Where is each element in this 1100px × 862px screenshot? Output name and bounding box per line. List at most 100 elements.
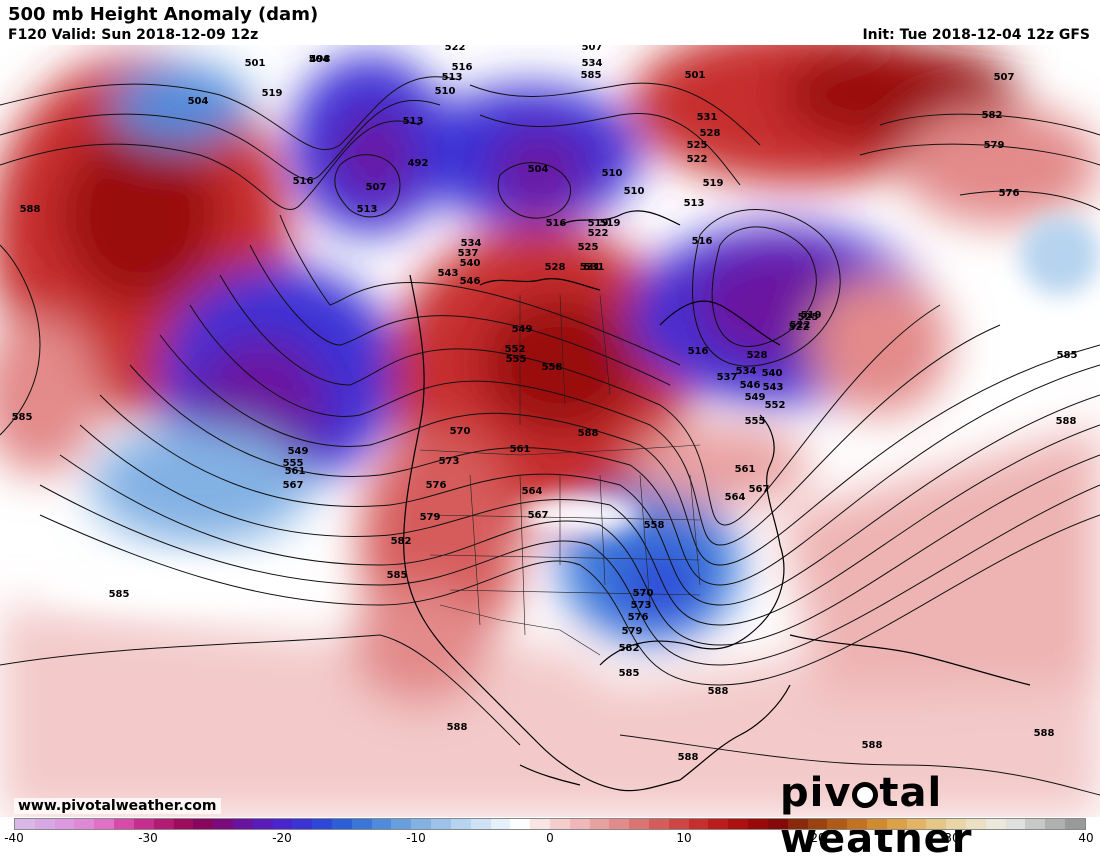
contour-label: 525 [687,140,708,151]
site-url[interactable]: www.pivotalweather.com [14,798,221,814]
colorbar-swatch [787,819,808,829]
contour-label: 564 [522,486,543,497]
colorbar-swatch [807,819,828,829]
colorbar-swatch [708,819,729,829]
map-header: 500 mb Height Anomaly (dam) F120 Valid: … [0,0,1100,46]
colorbar-swatch [767,819,788,829]
colorbar-swatch [74,819,95,829]
colorbar-swatch [609,819,630,829]
contour-label: 513 [403,116,424,127]
contour-label: 528 [700,128,721,139]
contour-label: 513 [684,198,705,209]
contour-label: 498 [310,54,331,65]
colorbar-swatch [530,819,550,829]
colorbar-swatch [866,819,887,829]
contour-label: 516 [293,176,314,187]
colorbar-swatch [886,819,907,829]
colorbar-swatch [133,819,154,829]
contour-label: 492 [408,158,429,169]
contour-label: 504 [528,164,549,175]
contour-label: 513 [442,72,463,83]
contour-label: 537 [458,248,479,259]
colorbar-swatch [748,819,768,829]
logo-o-icon [852,782,879,808]
contour-label: 561 [735,464,756,475]
contour-label: 513 [357,204,378,215]
contour-label: 579 [622,626,643,637]
colorbar-swatch [411,819,432,829]
colorbar-swatch [173,819,194,829]
contour-label: 567 [283,480,304,491]
colorbar-tick-label: 20 [810,831,826,845]
contour-label: 588 [862,740,883,751]
contour-label: 522 [789,322,810,333]
contour-label: 516 [546,218,567,229]
contour-label: 588 [20,204,41,215]
contour-label: 507 [582,45,603,53]
colorbar-swatch [589,819,610,829]
contour-label: 588 [708,686,729,697]
colorbar-swatch [1005,819,1026,829]
colorbar-swatch [431,819,451,829]
colorbar-swatch [450,819,471,829]
colorbar-swatch [252,819,273,829]
contour-label: 582 [982,110,1003,121]
contour-label: 522 [445,45,466,53]
colorbar-swatch [213,819,233,829]
contour-label: 531 [584,262,605,273]
contour-label: 537 [717,372,738,383]
colorbar-swatch [391,819,412,829]
contour-label: 573 [631,600,652,611]
contour-label: 522 [588,228,609,239]
colorbar-swatch [232,819,253,829]
colorbar-swatch [1065,819,1085,829]
logo-text-left: piv [780,770,852,816]
colorbar-tick-label: 0 [546,831,554,845]
colorbar-swatch [728,819,749,829]
contour-label: 567 [749,484,770,495]
colorbar-swatch [1045,819,1066,829]
contour-label: 555 [745,416,766,427]
contour-label: 540 [460,258,481,269]
anomaly-map[interactable]: 522 507 516 513 510 501 498 534 585 501 507 504 519 5… [0,45,1100,817]
contour-label: 552 [505,344,526,355]
contour-label: 576 [426,480,447,491]
colorbar-swatch [332,819,352,829]
contour-label: 519 [703,178,724,189]
contour-label: 570 [450,426,471,437]
colorbar-swatch [926,819,947,829]
contour-label: 585 [387,570,408,581]
political-borders [419,294,701,656]
contour-label: 501 [685,70,706,81]
contour-label: 519 [262,88,283,99]
colorbar-swatch [15,819,35,829]
contour-label: 576 [999,188,1020,199]
colorbar-swatch [688,819,709,829]
colorbar-swatch [847,819,867,829]
contour-label: 519 [801,310,822,321]
colorbar-swatch [668,819,689,829]
colorbar-swatch [966,819,986,829]
contour-label: 534 [736,366,757,377]
contour-label: 525 [798,312,819,323]
colorbar-swatch [153,819,174,829]
contour-label: 516 [688,346,709,357]
init-time: Init: Tue 2018-12-04 12z GFS [862,27,1090,43]
contour-label: 555 [283,458,304,469]
coastlines [403,210,1031,792]
colorbar-swatch [629,819,649,829]
contour-label: 549 [512,324,533,335]
colorbar-swatch [490,819,511,829]
colorbar-swatch [649,819,669,829]
colorbar-swatch [470,819,491,829]
colorbar-swatch [193,819,214,829]
contour-label: 576 [628,612,649,623]
contour-label: 528 [747,350,768,361]
colorbar-tick-label: 10 [676,831,692,845]
contour-label: 549 [288,446,309,457]
contour-label: 567 [528,510,549,521]
colorbar-swatch [351,819,372,829]
contour-label: 588 [678,752,699,763]
